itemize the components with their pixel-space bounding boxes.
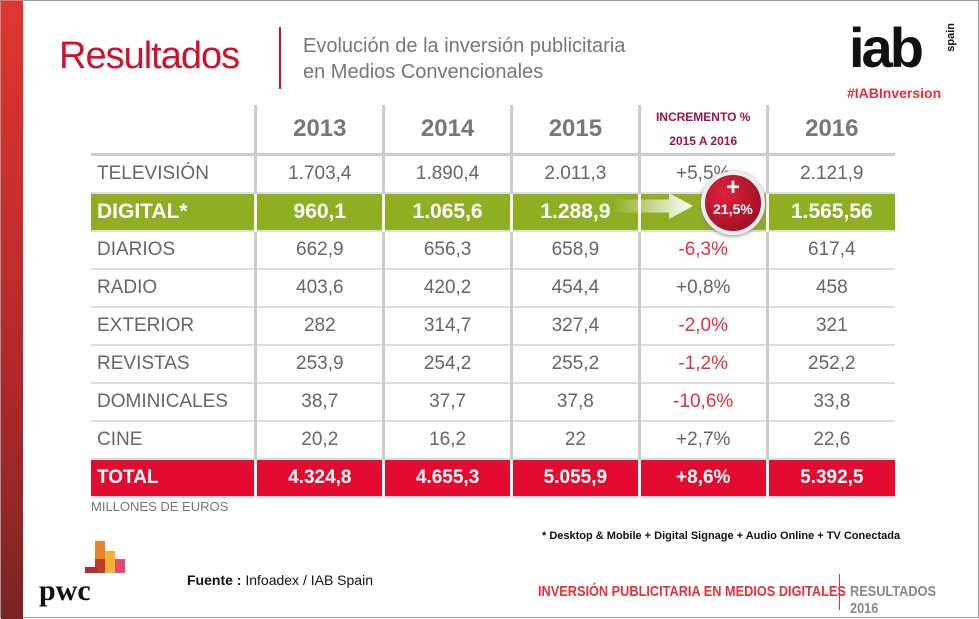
subtitle-line: en Medios Convencionales: [303, 61, 544, 83]
header-cell: 2014: [382, 105, 512, 156]
cell-v2016: 617,4: [765, 230, 895, 270]
header-cell: 2015: [509, 105, 640, 156]
cell-v2016: 321: [765, 306, 895, 346]
cell-inc: +8,6%: [637, 458, 768, 498]
cell-v2015: 658,9: [509, 230, 640, 270]
source-label: Fuente :: [187, 572, 242, 588]
cell-v2016: 252,2: [765, 344, 895, 384]
page-subtitle: Evolución de la inversión publicitaria en…: [303, 33, 625, 85]
cell-inc: -6,3%: [637, 230, 768, 270]
cell-v2016: 2.121,9: [765, 154, 895, 194]
cell-v2013: 38,7: [254, 382, 384, 422]
cell-inc: -10,6%: [637, 382, 768, 422]
pwc-logo: pwc: [39, 574, 91, 607]
row-label: DOMINICALES: [91, 382, 256, 422]
cell-v2014: 314,7: [382, 306, 512, 346]
cell-v2015: 1.288,9: [509, 192, 640, 232]
table-row: CINE 20,2 16,2 22 +2,7% 22,6: [91, 420, 895, 460]
cell-v2015: 22: [509, 420, 640, 460]
cell-v2016: 1.565,56: [765, 192, 895, 232]
iab-logo-sub: spain: [945, 23, 957, 52]
header-cell: 2013: [254, 105, 384, 156]
row-label: RADIO: [91, 268, 256, 308]
cell-v2014: 420,2: [382, 268, 512, 308]
plus-icon: +: [725, 174, 740, 201]
cell-v2014: 37,7: [382, 382, 512, 422]
cell-v2013: 282: [254, 306, 384, 346]
header-cell: [91, 105, 256, 156]
row-label: CINE: [91, 420, 256, 460]
cell-v2015: 454,4: [509, 268, 640, 308]
cell-v2015: 255,2: [509, 344, 640, 384]
cell-v2014: 4.655,3: [382, 458, 512, 498]
footnote: * Desktop & Mobile + Digital Signage + A…: [542, 530, 901, 542]
iab-logo: iab: [849, 16, 924, 79]
cell-v2016: 33,8: [765, 382, 895, 422]
table-row: DIARIOS 662,9 656,3 658,9 -6,3% 617,4: [91, 230, 895, 270]
side-strip: [1, 1, 23, 619]
cell-inc: +0,8%: [637, 268, 768, 308]
cell-v2014: 16,2: [382, 420, 512, 460]
cell-v2015: 37,8: [509, 382, 640, 422]
table-row: REVISTAS 253,9 254,2 255,2 -1,2% 252,2: [91, 344, 895, 384]
cell-v2013: 253,9: [254, 344, 384, 384]
cell-inc: +2,7%: [637, 420, 768, 460]
cell-v2014: 1.890,4: [382, 154, 512, 194]
growth-value: 21,5%: [713, 201, 753, 217]
footer-divider: [839, 574, 840, 610]
cell-v2016: 22,6: [765, 420, 895, 460]
source: Fuente : Infoadex / IAB Spain: [187, 572, 373, 588]
cell-v2016: 5.392,5: [765, 458, 895, 498]
cell-v2013: 1.703,4: [254, 154, 384, 194]
units-label: MILLONES DE EUROS: [91, 499, 229, 514]
cell-v2013: 960,1: [254, 192, 384, 232]
row-label: TELEVISIÓN: [91, 154, 256, 194]
header-cell-increment: INCREMENTO % 2015 A 2016: [637, 105, 768, 156]
cell-v2016: 458: [765, 268, 895, 308]
row-label: DIARIOS: [91, 230, 256, 270]
hashtag: #IABInversion: [847, 85, 942, 101]
source-value: Infoadex / IAB Spain: [241, 572, 373, 588]
cell-v2013: 403,6: [254, 268, 384, 308]
title-divider: [279, 27, 281, 89]
row-label: EXTERIOR: [91, 306, 256, 346]
increment-line: 2015 A 2016: [669, 134, 738, 148]
cell-v2014: 254,2: [382, 344, 512, 384]
row-label: REVISTAS: [91, 344, 256, 384]
footer-tagline-2: RESULTADOS 2016: [850, 583, 936, 617]
increment-line: INCREMENTO %: [655, 110, 751, 124]
cell-v2013: 662,9: [254, 230, 384, 270]
row-label: DIGITAL*: [91, 192, 256, 232]
cell-v2015: 5.055,9: [509, 458, 640, 498]
growth-badge: +21,5%: [701, 171, 765, 235]
cell-v2015: 327,4: [509, 306, 640, 346]
pwc-logo-mark: [85, 541, 125, 573]
cell-v2013: 20,2: [254, 420, 384, 460]
cell-v2013: 4.324,8: [254, 458, 384, 498]
cell-inc: -1,2%: [637, 344, 768, 384]
cell-v2014: 656,3: [382, 230, 512, 270]
table-row: DIGITAL* 960,1 1.065,6 1.288,9 1.565,56: [91, 192, 895, 232]
header-cell: 2016: [765, 105, 895, 156]
table-row: EXTERIOR 282 314,7 327,4 -2,0% 321: [91, 306, 895, 346]
table-header: 2013 2014 2015 INCREMENTO % 2015 A 2016 2…: [91, 105, 895, 156]
row-label: TOTAL: [91, 458, 256, 498]
cell-v2015: 2.011,3: [509, 154, 640, 194]
investment-table: 2013 2014 2015 INCREMENTO % 2015 A 2016 2…: [91, 105, 895, 498]
table-row: TELEVISIÓN 1.703,4 1.890,4 2.011,3 +5,5% 2.12…: [91, 154, 895, 194]
footer-tagline: INVERSIÓN PUBLICITARIA EN MEDIOS DIGITAL…: [538, 583, 846, 600]
table-row: DOMINICALES 38,7 37,7 37,8 -10,6% 33,8: [91, 382, 895, 422]
cell-inc: -2,0%: [637, 306, 768, 346]
cell-v2014: 1.065,6: [382, 192, 512, 232]
subtitle-line: Evolución de la inversión publicitaria: [303, 35, 626, 57]
table-row: RADIO 403,6 420,2 454,4 +0,8% 458: [91, 268, 895, 308]
table-row: TOTAL 4.324,8 4.655,3 5.055,9 +8,6% 5.392,5: [91, 458, 895, 498]
page-title: Resultados: [59, 35, 240, 77]
